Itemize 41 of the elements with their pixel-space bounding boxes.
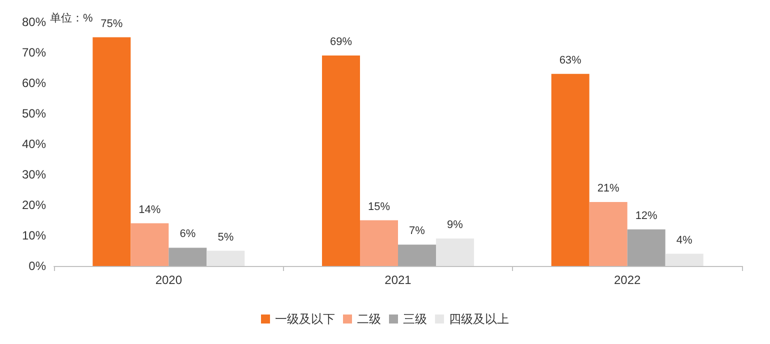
bar — [627, 229, 666, 266]
x-tick-label: 2020 — [155, 273, 182, 287]
bar — [551, 74, 590, 266]
data-label: 14% — [138, 204, 161, 216]
bar — [322, 56, 360, 266]
data-label: 7% — [409, 225, 426, 238]
data-label: 15% — [368, 200, 390, 213]
data-label: 63% — [559, 54, 582, 66]
annotation: 单位：% — [50, 12, 93, 24]
y-tick-label: 60% — [22, 76, 46, 90]
x-tick-label: 2021 — [384, 273, 412, 287]
bar — [92, 37, 131, 266]
y-tick-label: 10% — [22, 228, 46, 242]
legend-label: 一级及以下 — [275, 312, 335, 326]
data-label: 6% — [180, 228, 196, 240]
bar — [206, 250, 245, 266]
y-tick-label: 70% — [22, 46, 46, 60]
legend-label: 四级及以上 — [449, 312, 509, 326]
y-tick-label: 80% — [22, 15, 46, 29]
bar — [436, 238, 474, 266]
bar — [360, 220, 398, 266]
data-label: 21% — [597, 182, 620, 194]
data-label: 69% — [330, 36, 352, 48]
bar — [589, 202, 628, 266]
bar — [665, 254, 704, 266]
bar — [130, 223, 169, 266]
data-label: 4% — [676, 234, 692, 246]
legend-label: 二级 — [357, 312, 381, 326]
data-label: 9% — [447, 219, 464, 232]
bar — [168, 248, 207, 266]
y-tick-label: 40% — [22, 137, 46, 151]
data-label: 5% — [218, 231, 234, 244]
y-tick-label: 50% — [22, 106, 46, 120]
data-label: 75% — [100, 18, 123, 30]
data-label: 12% — [635, 210, 658, 222]
legend-label: 三级 — [403, 312, 427, 326]
bar — [398, 244, 436, 266]
y-tick-label: 20% — [22, 198, 46, 212]
x-tick-label: 2022 — [614, 273, 642, 287]
y-tick-label: 0% — [28, 259, 46, 273]
y-tick-label: 30% — [22, 168, 46, 182]
